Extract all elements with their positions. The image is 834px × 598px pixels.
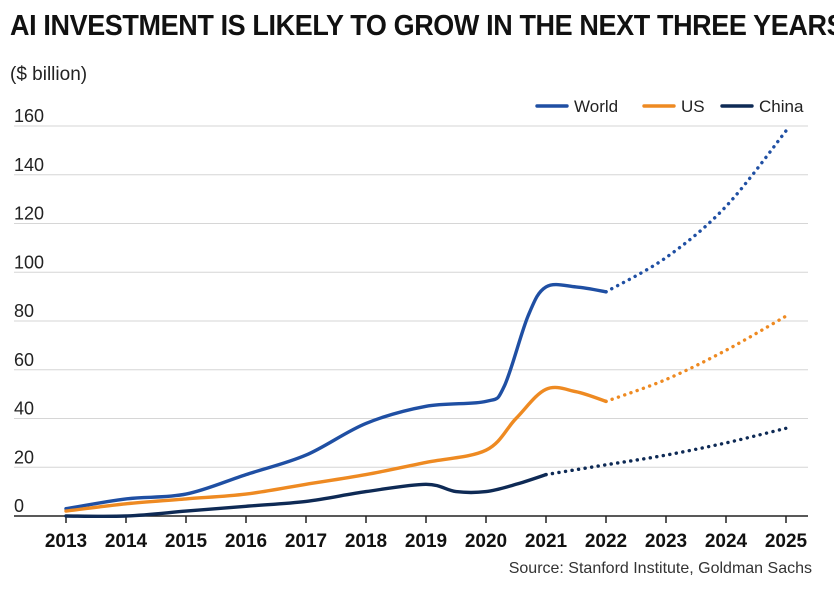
x-tick-label: 2025 [765,531,808,552]
x-tick-label: 2019 [405,531,447,552]
x-tick-label: 2022 [585,531,627,552]
legend: World US China [535,97,804,116]
x-tick-label: 2023 [645,531,687,552]
y-tick-label: 100 [14,252,44,272]
legend-label-china: China [759,97,804,116]
x-tick-label: 2021 [525,531,568,552]
series-line-us [64,385,608,513]
x-axis: 2013 2014 2015 2016 2017 2018 2019 2020 2021 2022… [14,515,808,552]
y-tick-label: 160 [14,106,44,126]
y-tick-label: 40 [14,399,34,419]
legend-label-world: World [574,97,618,116]
y-axis-unit-label: ($ billion) [10,64,88,85]
x-tick-label: 2014 [105,531,148,552]
x-tick-label: 2013 [45,531,87,552]
y-tick-label: 60 [14,350,34,370]
series-line-china [64,472,548,519]
chart-title: AI INVESTMENT IS LIKELY TO GROW IN THE N… [10,10,834,42]
gridlines [14,125,808,468]
y-tick-label: 80 [14,301,34,321]
x-tick-label: 2024 [705,531,748,552]
y-tick-label: 120 [14,204,44,224]
series-lines [64,129,788,519]
y-tick-label: 0 [14,496,24,516]
x-tick-label: 2017 [285,531,327,552]
series-projection-world [604,129,788,294]
series-line-world [64,282,608,511]
x-tick-label: 2016 [225,531,267,552]
x-tick-label: 2015 [165,531,208,552]
series-projection-us [604,314,788,404]
y-tick-label: 140 [14,155,44,175]
legend-label-us: US [681,97,705,116]
x-tick-label: 2018 [345,531,387,552]
source-note: Source: Stanford Institute, Goldman Sach… [508,560,812,577]
y-tick-label: 20 [14,447,34,467]
x-tick-label: 2020 [465,531,507,552]
series-projection-china [544,426,788,477]
y-axis-tick-labels: 0 20 40 60 80 100 120 140 160 [14,106,44,516]
